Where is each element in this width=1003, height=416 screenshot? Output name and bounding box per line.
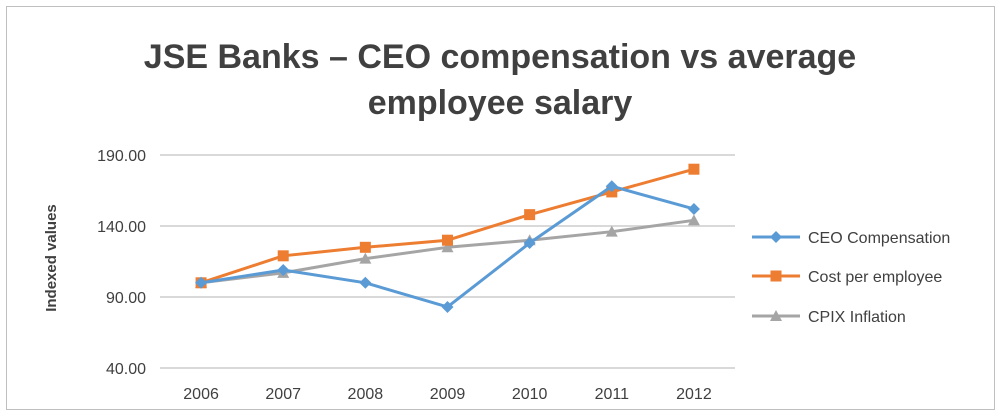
y-tick-label: 190.00 <box>97 148 146 165</box>
legend: CEO Compensation Cost per employee CPIX In… <box>752 230 950 326</box>
legend-marker <box>770 310 782 321</box>
chart-title-line-1: JSE Banks – CEO compensation vs average <box>144 38 856 76</box>
legend-item: Cost per employee <box>752 269 942 286</box>
data-point <box>359 241 371 253</box>
data-point <box>687 214 700 226</box>
legend-label: CPIX Inflation <box>808 309 906 326</box>
data-point <box>441 241 454 253</box>
y-axis-ticks: 190.00 140.00 90.00 40.00 <box>97 148 146 378</box>
x-axis-ticks: 2006 2007 2008 2009 2010 2011 2012 <box>183 386 712 403</box>
gridlines <box>160 154 735 369</box>
x-tick-label: 2007 <box>265 386 301 403</box>
y-axis-label: Indexed values <box>43 204 60 312</box>
legend-item: CEO Compensation <box>752 230 950 247</box>
chart-frame <box>6 6 995 410</box>
legend-label: CEO Compensation <box>808 230 950 247</box>
x-tick-label: 2008 <box>348 386 384 403</box>
data-point <box>359 252 372 264</box>
data-point <box>605 180 618 193</box>
series-lines <box>195 163 700 313</box>
x-tick-label: 2009 <box>430 386 466 403</box>
series-ceo-compensation <box>195 180 700 313</box>
y-tick-label: 90.00 <box>106 290 146 307</box>
data-point <box>524 209 536 221</box>
chart-title-line-2: employee salary <box>368 84 633 122</box>
data-point <box>359 276 372 289</box>
data-point <box>688 163 700 175</box>
data-point <box>687 202 700 215</box>
data-point <box>442 234 453 246</box>
legend-label: Cost per employee <box>808 269 942 286</box>
y-tick-label: 140.00 <box>97 219 146 236</box>
data-point <box>195 276 208 289</box>
legend-item: CPIX Inflation <box>752 309 906 326</box>
data-point <box>441 300 454 313</box>
data-point <box>277 264 290 277</box>
data-point <box>523 237 536 250</box>
x-tick-label: 2012 <box>676 386 712 403</box>
data-point <box>605 225 618 237</box>
x-tick-label: 2010 <box>512 386 548 403</box>
data-point <box>277 250 289 262</box>
y-tick-label: 40.00 <box>106 361 146 378</box>
x-tick-label: 2006 <box>183 386 219 403</box>
legend-marker <box>770 231 782 243</box>
legend-marker <box>770 270 782 282</box>
x-tick-label: 2011 <box>595 386 630 403</box>
